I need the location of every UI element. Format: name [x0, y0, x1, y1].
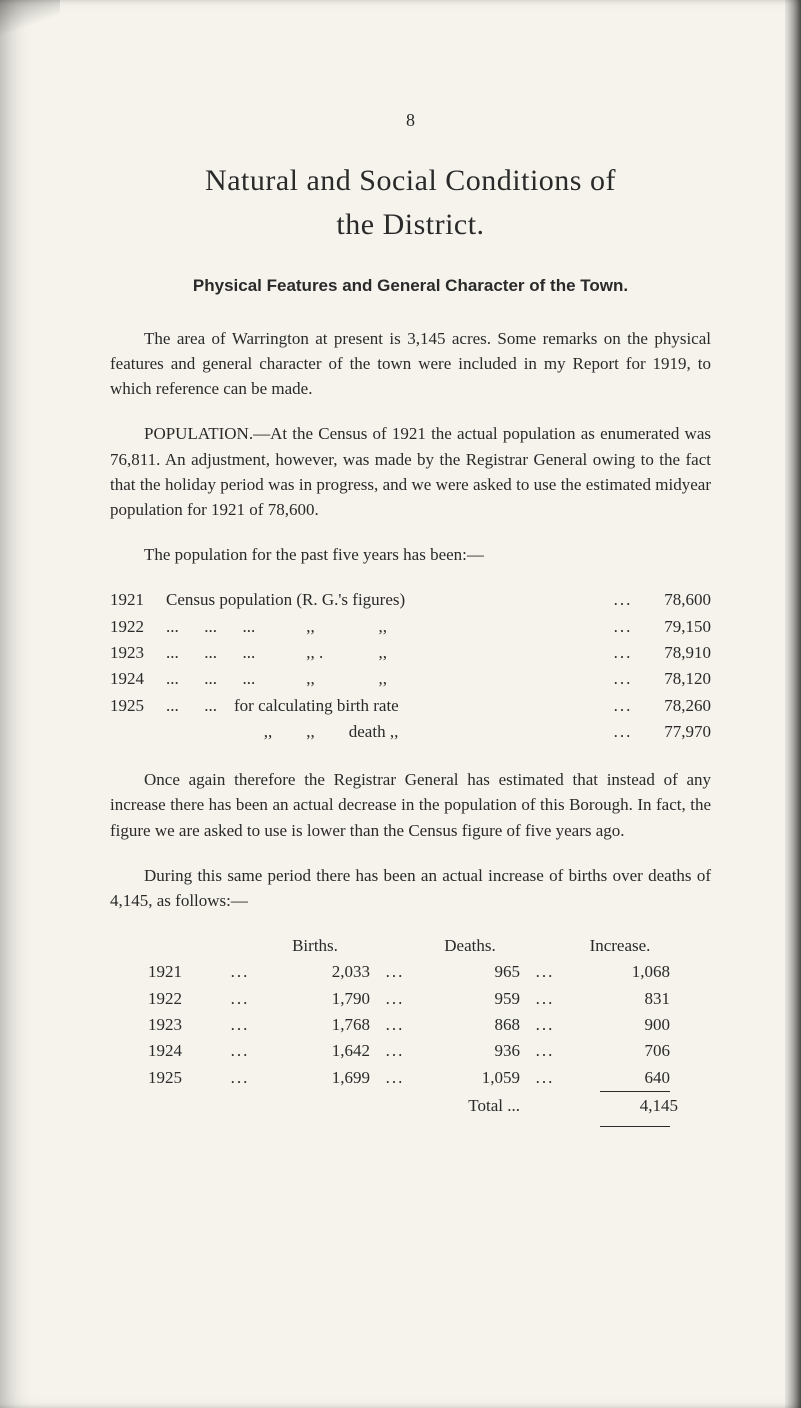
table-row: 1921...2,033...965...1,068	[110, 959, 711, 985]
table-row: 1922...1,790...959...831	[110, 986, 711, 1012]
pop-desc: ... ... ... ,, . ,,	[166, 640, 609, 666]
cell-dots: ...	[520, 1012, 570, 1038]
title-line-2: the District.	[336, 208, 484, 241]
page-title: Natural and Social Conditions of the Dis…	[110, 159, 711, 246]
cell-dots: ...	[220, 1065, 260, 1091]
pop-dots: ...	[609, 614, 637, 640]
pop-desc: Census population (R. G.'s figures)	[166, 587, 609, 613]
table-header-deaths: Deaths.	[420, 933, 520, 959]
cell-year: 1925	[110, 1065, 220, 1091]
cell-deaths: 959	[420, 986, 520, 1012]
paragraph-3: The population for the past five years h…	[110, 542, 711, 567]
section-subtitle: Physical Features and General Character …	[110, 276, 711, 296]
pop-dots: ...	[609, 666, 637, 692]
pop-year	[110, 719, 166, 745]
table-header-births: Births.	[260, 933, 370, 959]
pop-dots: ...	[609, 719, 637, 745]
cell-increase: 640	[570, 1065, 670, 1091]
page-number: 8	[110, 110, 711, 131]
population-row: 1922... ... ... ,, ,,...79,150	[110, 614, 711, 640]
table-header-blank	[370, 933, 420, 959]
page: 8 Natural and Social Conditions of the D…	[0, 0, 801, 1408]
pop-desc: ... ... for calculating birth rate	[166, 693, 609, 719]
table-row: 1925...1,699...1,059...640	[110, 1065, 711, 1091]
cell-dots: ...	[370, 1038, 420, 1064]
table-total-row: Total ... 4,145	[110, 1093, 711, 1119]
cell-dots: ...	[370, 959, 420, 985]
pop-dots: ...	[609, 693, 637, 719]
cell-increase: 831	[570, 986, 670, 1012]
cell-year: 1921	[110, 959, 220, 985]
population-row: 1921Census population (R. G.'s figures).…	[110, 587, 711, 613]
paragraph-5: During this same period there has been a…	[110, 863, 711, 913]
title-line-1: Natural and Social Conditions of	[205, 164, 616, 197]
cell-year: 1923	[110, 1012, 220, 1038]
pop-year: 1925	[110, 693, 166, 719]
pop-year: 1922	[110, 614, 166, 640]
pop-value: 78,120	[637, 666, 711, 692]
cell-deaths: 936	[420, 1038, 520, 1064]
cell-year: 1924	[110, 1038, 220, 1064]
cell-increase: 1,068	[570, 959, 670, 985]
cell-dots: ...	[220, 1038, 260, 1064]
pop-desc: ,, ,, death ,,	[166, 719, 609, 745]
pop-year: 1921	[110, 587, 166, 613]
cell-births: 1,642	[260, 1038, 370, 1064]
table-total-rule-bottom	[110, 1120, 711, 1128]
population-row: ,, ,, death ,,...77,970	[110, 719, 711, 745]
cell-dots: ...	[370, 1012, 420, 1038]
paragraph-4: Once again therefore the Registrar Gener…	[110, 767, 711, 842]
births-deaths-table: Births. Deaths. Increase. 1921...2,033..…	[110, 933, 711, 1127]
cell-dots: ...	[520, 1065, 570, 1091]
cell-dots: ...	[220, 986, 260, 1012]
cell-births: 1,768	[260, 1012, 370, 1038]
table-header-blank	[110, 933, 220, 959]
pop-dots: ...	[609, 587, 637, 613]
total-rule-bottom	[600, 1126, 670, 1128]
cell-deaths: 868	[420, 1012, 520, 1038]
cell-dots: ...	[520, 959, 570, 985]
cell-births: 1,699	[260, 1065, 370, 1091]
pop-year: 1924	[110, 666, 166, 692]
total-label: Total ...	[420, 1093, 528, 1119]
population-list: 1921Census population (R. G.'s figures).…	[110, 587, 711, 745]
cell-year: 1922	[110, 986, 220, 1012]
cell-dots: ...	[370, 986, 420, 1012]
pop-year: 1923	[110, 640, 166, 666]
table-header-row: Births. Deaths. Increase.	[110, 933, 711, 959]
population-row: 1923... ... ... ,, . ,,...78,910	[110, 640, 711, 666]
table-row: 1924...1,642...936...706	[110, 1038, 711, 1064]
table-header-blank	[220, 933, 260, 959]
cell-deaths: 965	[420, 959, 520, 985]
total-value: 4,145	[578, 1093, 678, 1119]
pop-dots: ...	[609, 640, 637, 666]
pop-value: 78,910	[637, 640, 711, 666]
pop-desc: ... ... ... ,, ,,	[166, 614, 609, 640]
cell-increase: 900	[570, 1012, 670, 1038]
cell-dots: ...	[520, 986, 570, 1012]
pop-value: 77,970	[637, 719, 711, 745]
table-header-increase: Increase.	[570, 933, 670, 959]
cell-increase: 706	[570, 1038, 670, 1064]
table-row: 1923...1,768...868...900	[110, 1012, 711, 1038]
cell-births: 1,790	[260, 986, 370, 1012]
cell-dots: ...	[220, 959, 260, 985]
cell-deaths: 1,059	[420, 1065, 520, 1091]
cell-births: 2,033	[260, 959, 370, 985]
pop-value: 79,150	[637, 614, 711, 640]
cell-dots: ...	[370, 1065, 420, 1091]
cell-dots: ...	[520, 1038, 570, 1064]
table-header-blank	[520, 933, 570, 959]
population-row: 1925... ... for calculating birth rate..…	[110, 693, 711, 719]
population-row: 1924... ... ... ,, ,,...78,120	[110, 666, 711, 692]
pop-desc: ... ... ... ,, ,,	[166, 666, 609, 692]
pop-value: 78,600	[637, 587, 711, 613]
paragraph-1: The area of Warrington at present is 3,1…	[110, 326, 711, 401]
cell-dots: ...	[220, 1012, 260, 1038]
paragraph-2: POPULATION.—At the Census of 1921 the ac…	[110, 421, 711, 522]
pop-value: 78,260	[637, 693, 711, 719]
